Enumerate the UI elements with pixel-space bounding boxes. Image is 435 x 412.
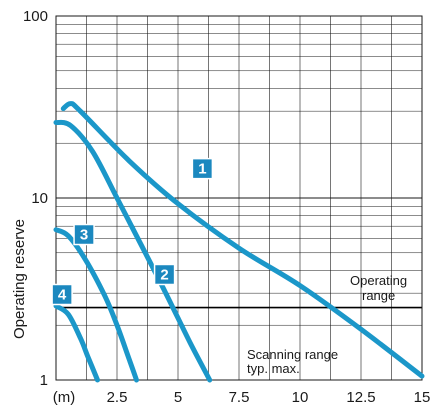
series-line-2	[53, 119, 213, 383]
series-badge-4	[51, 283, 73, 306]
y-axis-label: Operating reserve	[11, 219, 28, 339]
series-line-3	[53, 227, 139, 383]
x-tick-label: 2.5	[107, 389, 128, 406]
operating-range-label-top: Operating	[350, 273, 407, 288]
series-badge-label-3: 3	[80, 227, 88, 244]
y-tick-label: 10	[31, 190, 48, 207]
x-tick-label: 10	[292, 389, 309, 406]
series-badge-1	[191, 157, 214, 180]
scanning-range-sublabel: typ. max.	[247, 361, 300, 376]
operating-range-label-bottom: range	[362, 288, 395, 303]
y-tick-label: 1	[40, 372, 48, 389]
x-tick-labels: 2.5 5 7.5 10 12.5 15	[107, 389, 431, 406]
series-badge-2	[153, 263, 176, 286]
y-tick-label: 100	[23, 8, 48, 25]
series-badge-label-2: 2	[160, 266, 168, 283]
x-tick-label: 5	[174, 389, 182, 406]
x-tick-label: 15	[414, 389, 431, 406]
scanning-range-label: Scanning range	[247, 347, 338, 362]
series-line-1	[60, 101, 425, 379]
series-line-4	[53, 303, 100, 383]
series-badges: 1 2 3 4	[51, 157, 214, 306]
x-tick-label: 7.5	[229, 389, 250, 406]
series-badge-3	[73, 223, 95, 246]
x-tick-label: 12.5	[346, 389, 375, 406]
series-lines	[53, 101, 425, 383]
grid	[56, 16, 422, 380]
plot-frame	[55, 15, 423, 381]
series-badge-label-4: 4	[58, 286, 67, 303]
y-tick-labels: 1 10 100	[23, 8, 48, 389]
series-badge-label-1: 1	[198, 161, 206, 178]
x-unit-label: (m)	[53, 389, 76, 406]
